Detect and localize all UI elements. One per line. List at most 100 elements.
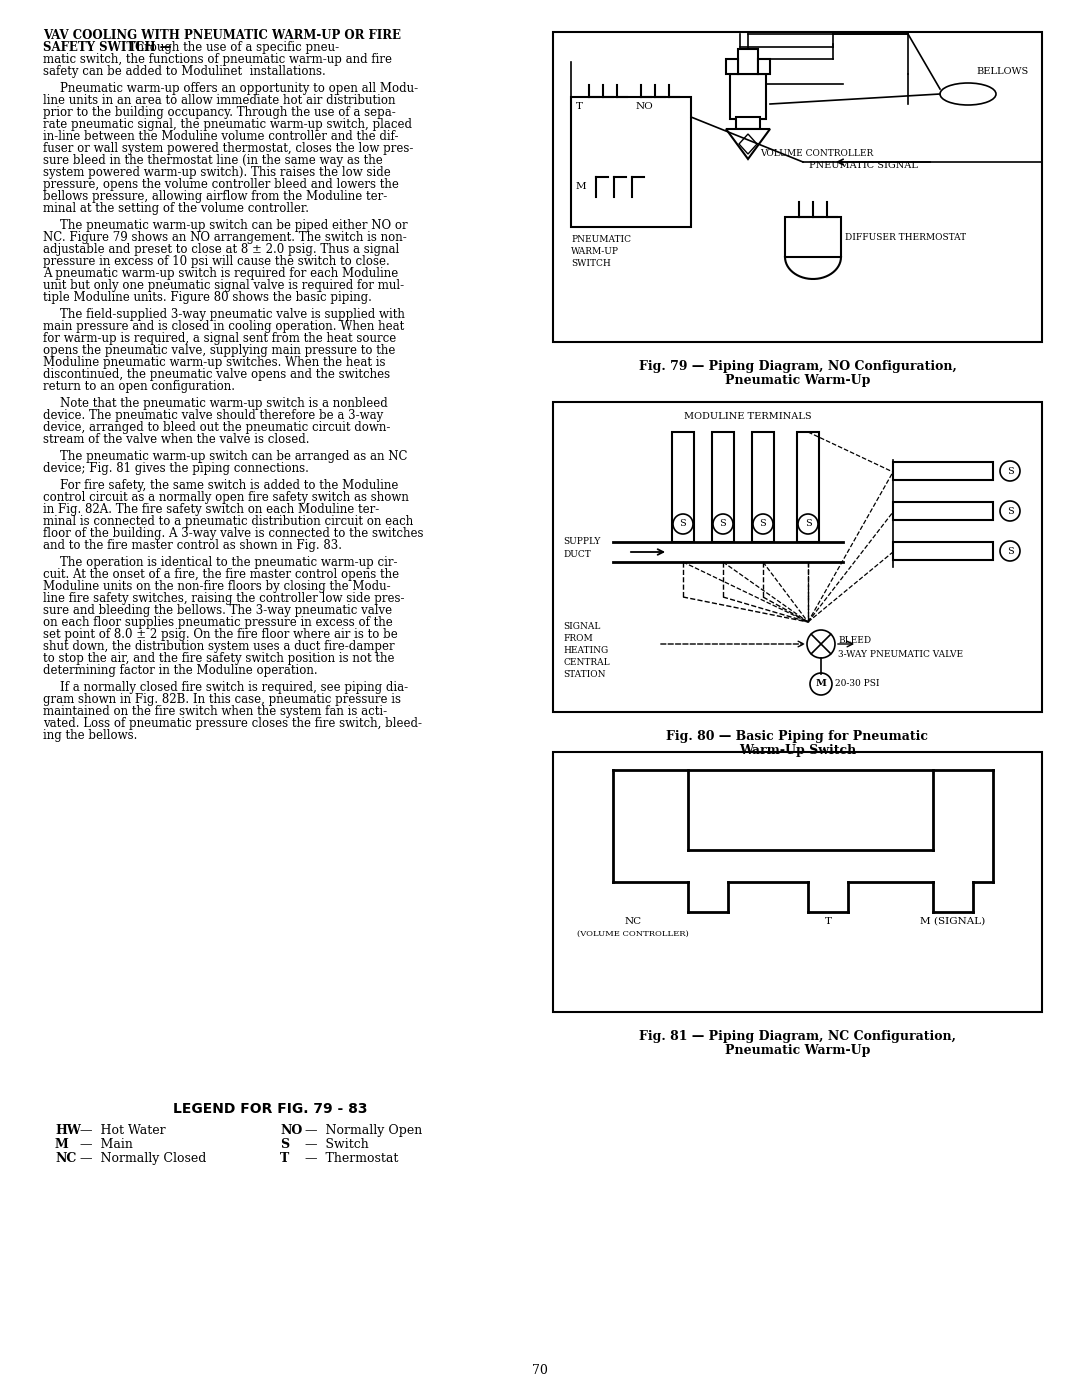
Text: discontinued, the pneumatic valve opens and the switches: discontinued, the pneumatic valve opens … <box>43 367 390 381</box>
Text: BLEED: BLEED <box>838 636 872 645</box>
Text: 20-30 PSI: 20-30 PSI <box>835 679 879 689</box>
Text: pressure, opens the volume controller bleed and lowers the: pressure, opens the volume controller bl… <box>43 177 399 191</box>
Text: Pneumatic warm-up offers an opportunity to open all Modu-: Pneumatic warm-up offers an opportunity … <box>60 82 418 95</box>
Text: T: T <box>280 1153 289 1165</box>
Text: If a normally closed fire switch is required, see piping dia-: If a normally closed fire switch is requ… <box>60 680 408 694</box>
Text: matic switch, the functions of pneumatic warm-up and fire: matic switch, the functions of pneumatic… <box>43 53 392 66</box>
Polygon shape <box>726 129 770 159</box>
Text: shut down, the distribution system uses a duct fire-damper: shut down, the distribution system uses … <box>43 640 394 652</box>
Text: adjustable and preset to close at 8 ± 2.0 psig. Thus a signal: adjustable and preset to close at 8 ± 2.… <box>43 243 400 256</box>
Text: Fig. 80 — Basic Piping for Pneumatic: Fig. 80 — Basic Piping for Pneumatic <box>666 731 929 743</box>
Text: FROM: FROM <box>563 634 593 643</box>
Text: main pressure and is closed in cooling operation. When heat: main pressure and is closed in cooling o… <box>43 320 404 332</box>
Text: For fire safety, the same switch is added to the Moduline: For fire safety, the same switch is adde… <box>60 479 399 492</box>
Text: LEGEND FOR FIG. 79 - 83: LEGEND FOR FIG. 79 - 83 <box>173 1102 367 1116</box>
Bar <box>730 74 766 119</box>
Text: sure bleed in the thermostat line (in the same way as the: sure bleed in the thermostat line (in th… <box>43 154 382 168</box>
Text: fuser or wall system powered thermostat, closes the low pres-: fuser or wall system powered thermostat,… <box>43 142 414 155</box>
Polygon shape <box>739 134 757 154</box>
Text: Pneumatic Warm-Up: Pneumatic Warm-Up <box>725 1044 870 1058</box>
Text: return to an open configuration.: return to an open configuration. <box>43 380 235 393</box>
Text: system powered warm-up switch). This raises the low side: system powered warm-up switch). This rai… <box>43 166 391 179</box>
Text: T: T <box>824 916 832 926</box>
Text: NC. Figure 79 shows an NO arrangement. The switch is non-: NC. Figure 79 shows an NO arrangement. T… <box>43 231 407 244</box>
Text: S: S <box>679 520 687 528</box>
Text: BELLOWS: BELLOWS <box>976 67 1028 75</box>
Text: The operation is identical to the pneumatic warm-up cir-: The operation is identical to the pneuma… <box>60 556 397 569</box>
Text: VOLUME CONTROLLER: VOLUME CONTROLLER <box>760 149 874 158</box>
Text: Note that the pneumatic warm-up switch is a nonbleed: Note that the pneumatic warm-up switch i… <box>60 397 388 409</box>
Text: to stop the air, and the fire safety switch position is not the: to stop the air, and the fire safety swi… <box>43 652 394 665</box>
Text: NC: NC <box>55 1153 77 1165</box>
Text: unit but only one pneumatic signal valve is required for mul-: unit but only one pneumatic signal valve… <box>43 279 404 292</box>
Text: device; Fig. 81 gives the piping connections.: device; Fig. 81 gives the piping connect… <box>43 462 309 475</box>
Text: NC: NC <box>624 916 642 926</box>
Bar <box>712 432 734 542</box>
Bar <box>752 432 774 542</box>
Text: S: S <box>719 520 727 528</box>
Text: T: T <box>576 102 583 110</box>
Bar <box>553 752 1042 1011</box>
Text: device, arranged to bleed out the pneumatic circuit down-: device, arranged to bleed out the pneuma… <box>43 420 390 434</box>
Text: SIGNAL: SIGNAL <box>563 622 600 631</box>
Text: HEATING: HEATING <box>563 645 608 655</box>
Text: —  Thermostat: — Thermostat <box>305 1153 399 1165</box>
Text: PNEUMATIC SIGNAL: PNEUMATIC SIGNAL <box>809 161 917 170</box>
Bar <box>738 49 758 74</box>
Text: Warm-Up Switch: Warm-Up Switch <box>739 745 856 757</box>
Bar <box>735 117 760 129</box>
Text: M: M <box>576 182 586 191</box>
Text: set point of 8.0 ± 2 psig. On the fire floor where air is to be: set point of 8.0 ± 2 psig. On the fire f… <box>43 629 397 641</box>
Text: Fig. 79 — Piping Diagram, NO Configuration,: Fig. 79 — Piping Diagram, NO Configurati… <box>638 360 957 373</box>
Text: 3-WAY PNEUMATIC VALVE: 3-WAY PNEUMATIC VALVE <box>838 650 963 659</box>
Text: ing the bellows.: ing the bellows. <box>43 729 137 742</box>
Bar <box>893 502 993 520</box>
Text: —  Normally Closed: — Normally Closed <box>80 1153 206 1165</box>
Text: DUCT: DUCT <box>563 550 591 559</box>
Text: M (SIGNAL): M (SIGNAL) <box>920 916 986 926</box>
Text: in-line between the Moduline volume controller and the dif-: in-line between the Moduline volume cont… <box>43 130 399 142</box>
Text: HW: HW <box>55 1125 81 1137</box>
Bar <box>672 432 694 542</box>
Text: 70: 70 <box>532 1363 548 1377</box>
Text: for warm-up is required, a signal sent from the heat source: for warm-up is required, a signal sent f… <box>43 332 396 345</box>
Text: S: S <box>1007 467 1013 475</box>
Bar <box>893 542 993 560</box>
Bar <box>571 96 691 226</box>
Text: Through the use of a specific pneu-: Through the use of a specific pneu- <box>125 41 339 54</box>
Text: NO: NO <box>636 102 653 110</box>
Text: —  Switch: — Switch <box>305 1139 368 1151</box>
Text: The pneumatic warm-up switch can be arranged as an NC: The pneumatic warm-up switch can be arra… <box>60 450 407 462</box>
Text: floor of the building. A 3-way valve is connected to the switches: floor of the building. A 3-way valve is … <box>43 527 423 541</box>
Text: and to the fire master control as shown in Fig. 83.: and to the fire master control as shown … <box>43 539 342 552</box>
Text: SUPPLY: SUPPLY <box>563 536 600 546</box>
Bar <box>893 462 993 481</box>
Text: pressure in excess of 10 psi will cause the switch to close.: pressure in excess of 10 psi will cause … <box>43 256 390 268</box>
Text: tiple Moduline units. Figure 80 shows the basic piping.: tiple Moduline units. Figure 80 shows th… <box>43 291 372 305</box>
Text: —  Normally Open: — Normally Open <box>305 1125 422 1137</box>
Text: Fig. 81 — Piping Diagram, NC Configuration,: Fig. 81 — Piping Diagram, NC Configurati… <box>639 1030 956 1044</box>
Text: M: M <box>815 679 826 689</box>
Text: Pneumatic Warm-Up: Pneumatic Warm-Up <box>725 374 870 387</box>
Text: on each floor supplies pneumatic pressure in excess of the: on each floor supplies pneumatic pressur… <box>43 616 393 629</box>
Text: line units in an area to allow immediate hot air distribution: line units in an area to allow immediate… <box>43 94 395 108</box>
Bar <box>726 59 738 74</box>
Text: opens the pneumatic valve, supplying main pressure to the: opens the pneumatic valve, supplying mai… <box>43 344 395 358</box>
Text: Moduline pneumatic warm-up switches. When the heat is: Moduline pneumatic warm-up switches. Whe… <box>43 356 386 369</box>
Text: stream of the valve when the valve is closed.: stream of the valve when the valve is cl… <box>43 433 310 446</box>
Text: safety can be added to Modulinet  installations.: safety can be added to Modulinet install… <box>43 66 326 78</box>
Text: in Fig. 82A. The fire safety switch on each Moduline ter-: in Fig. 82A. The fire safety switch on e… <box>43 503 379 515</box>
Text: Moduline units on the non-fire floors by closing the Modu-: Moduline units on the non-fire floors by… <box>43 580 391 592</box>
Text: CENTRAL: CENTRAL <box>563 658 609 666</box>
Text: S: S <box>759 520 767 528</box>
Text: minal is connected to a pneumatic distribution circuit on each: minal is connected to a pneumatic distri… <box>43 515 414 528</box>
Text: The pneumatic warm-up switch can be piped either NO or: The pneumatic warm-up switch can be pipe… <box>60 219 407 232</box>
Text: STATION: STATION <box>563 671 606 679</box>
Text: SWITCH: SWITCH <box>571 258 611 268</box>
Bar <box>553 32 1042 342</box>
Text: maintained on the fire switch when the system fan is acti-: maintained on the fire switch when the s… <box>43 705 387 718</box>
Text: The field-supplied 3-way pneumatic valve is supplied with: The field-supplied 3-way pneumatic valve… <box>60 307 405 321</box>
Text: line fire safety switches, raising the controller low side pres-: line fire safety switches, raising the c… <box>43 592 405 605</box>
Bar <box>758 59 770 74</box>
Text: (VOLUME CONTROLLER): (VOLUME CONTROLLER) <box>577 930 689 937</box>
